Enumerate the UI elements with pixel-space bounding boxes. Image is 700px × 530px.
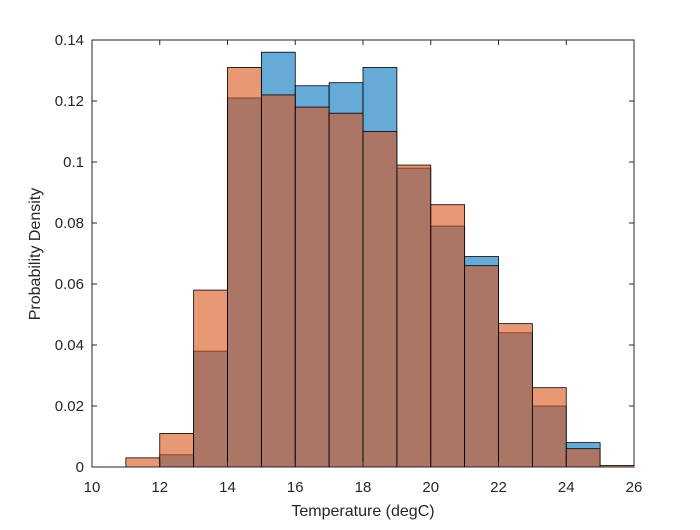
y-tick-label: 0.12 [55,93,84,110]
y-tick-label: 0.06 [55,276,84,293]
x-tick-label: 16 [287,479,304,496]
histogram-bar-series2-bin11 [464,265,499,468]
histogram-bar-series2-bin3 [193,289,228,468]
x-tick-label: 22 [490,479,507,496]
histogram-bar-series2-bin12 [498,323,533,468]
x-tick-label: 10 [84,479,101,496]
x-tick-label: 24 [558,479,575,496]
x-tick-label: 12 [151,479,168,496]
x-tick-label: 14 [219,479,236,496]
x-tick-label: 20 [422,479,439,496]
histogram-bar-series2-bin5 [260,94,296,468]
bars-layer [125,51,635,468]
histogram-bar-series2-bin9 [396,164,432,468]
histogram-bar-series2-bin10 [430,204,466,468]
x-axis-label: Temperature (degC) [291,503,434,520]
histogram-bar-series2-bin2 [159,433,195,468]
histogram-bar-series2-bin1 [125,457,161,468]
y-tick-label: 0.1 [63,154,84,171]
y-tick-label: 0.02 [55,398,84,415]
histogram-bar-series2-bin7 [328,112,364,468]
x-tick-label: 26 [626,479,643,496]
histogram-bar-series2-bin13 [531,387,567,468]
histogram-bar-series2-bin4 [227,67,262,468]
histogram-bar-series2-bin8 [362,131,398,468]
histogram-bar-series2-bin6 [294,106,330,468]
y-tick-label: 0.14 [55,32,84,49]
y-tick-label: 0.04 [55,337,84,354]
histogram-bar-series2-bin14 [565,448,601,468]
ticks-layer: 10 12 14 16 18 20 22 24 26 0 0.02 0.04 0.06 0.08 0.1 0.… [55,32,643,496]
y-tick-label: 0 [76,459,84,476]
y-tick-label: 0.08 [55,215,84,232]
x-tick-label: 18 [355,479,372,496]
y-axis-label: Probability Density [27,188,44,321]
